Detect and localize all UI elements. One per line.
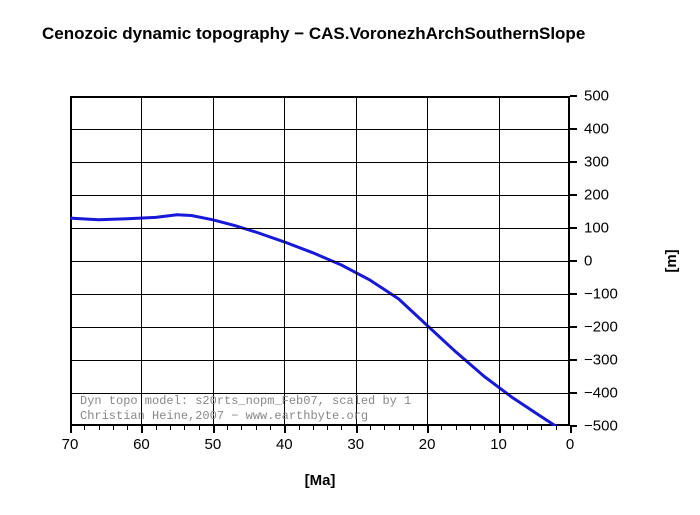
x-minor-tick-mark [127,426,128,430]
x-tick-label: 60 [133,436,150,453]
x-tick-mark [284,426,286,433]
y-tick-label: 500 [584,88,609,105]
x-tick-mark [70,426,72,433]
y-tick-mark [570,326,577,328]
y-axis-label: [m] [663,249,680,272]
x-tick-label: 30 [347,436,364,453]
page: { "title": { "text": "Cenozoic dynamic t… [0,0,700,515]
y-tick-label: −100 [584,286,618,303]
y-tick-label: 0 [584,253,592,270]
x-tick-mark [213,426,215,433]
grid-line-horizontal [70,195,570,196]
x-minor-tick-mark [341,426,342,430]
grid-line-horizontal [70,228,570,229]
x-tick-mark [427,426,429,433]
grid-line-horizontal [70,129,570,130]
y-tick-label: −300 [584,352,618,369]
x-minor-tick-mark [227,426,228,430]
x-tick-mark [499,426,501,433]
x-tick-label: 10 [490,436,507,453]
x-minor-tick-mark [413,426,414,430]
x-minor-tick-mark [327,426,328,430]
x-minor-tick-mark [156,426,157,430]
y-tick-mark [570,128,577,130]
y-tick-mark [570,95,577,97]
y-tick-label: 300 [584,154,609,171]
y-tick-mark [570,392,577,394]
x-minor-tick-mark [484,426,485,430]
x-minor-tick-mark [84,426,85,430]
x-tick-label: 20 [419,436,436,453]
y-tick-mark [570,227,577,229]
x-minor-tick-mark [170,426,171,430]
x-tick-label: 0 [566,436,574,453]
x-tick-label: 70 [62,436,79,453]
x-tick-mark [570,426,572,433]
x-minor-tick-mark [313,426,314,430]
grid-line-horizontal [70,294,570,295]
grid-line-horizontal [70,360,570,361]
chart-annotation: Christian Heine,2007 − www.earthbyte.org [80,409,368,423]
x-tick-mark [356,426,358,433]
y-tick-mark [570,260,577,262]
x-minor-tick-mark [541,426,542,430]
y-tick-mark [570,194,577,196]
x-minor-tick-mark [527,426,528,430]
y-tick-label: 200 [584,187,609,204]
x-minor-tick-mark [370,426,371,430]
x-minor-tick-mark [299,426,300,430]
x-minor-tick-mark [113,426,114,430]
x-minor-tick-mark [513,426,514,430]
x-minor-tick-mark [456,426,457,430]
y-tick-label: 400 [584,121,609,138]
y-tick-label: −400 [584,385,618,402]
x-minor-tick-mark [399,426,400,430]
y-tick-label: −500 [584,418,618,435]
x-tick-label: 50 [205,436,222,453]
x-minor-tick-mark [470,426,471,430]
x-minor-tick-mark [384,426,385,430]
y-tick-mark [570,359,577,361]
grid-line-horizontal [70,162,570,163]
x-minor-tick-mark [199,426,200,430]
x-tick-mark [141,426,143,433]
x-minor-tick-mark [99,426,100,430]
x-minor-tick-mark [556,426,557,430]
x-axis-label: [Ma] [305,472,336,489]
x-minor-tick-mark [241,426,242,430]
x-minor-tick-mark [441,426,442,430]
y-tick-mark [570,293,577,295]
grid-line-horizontal [70,327,570,328]
y-tick-label: −200 [584,319,618,336]
y-tick-mark [570,161,577,163]
y-tick-label: 100 [584,220,609,237]
x-minor-tick-mark [270,426,271,430]
x-tick-label: 40 [276,436,293,453]
grid-line-horizontal [70,261,570,262]
y-tick-mark [570,425,577,427]
x-minor-tick-mark [184,426,185,430]
x-minor-tick-mark [256,426,257,430]
chart-annotation: Dyn topo model: s20rts_nopm_Feb07, scale… [80,394,411,408]
